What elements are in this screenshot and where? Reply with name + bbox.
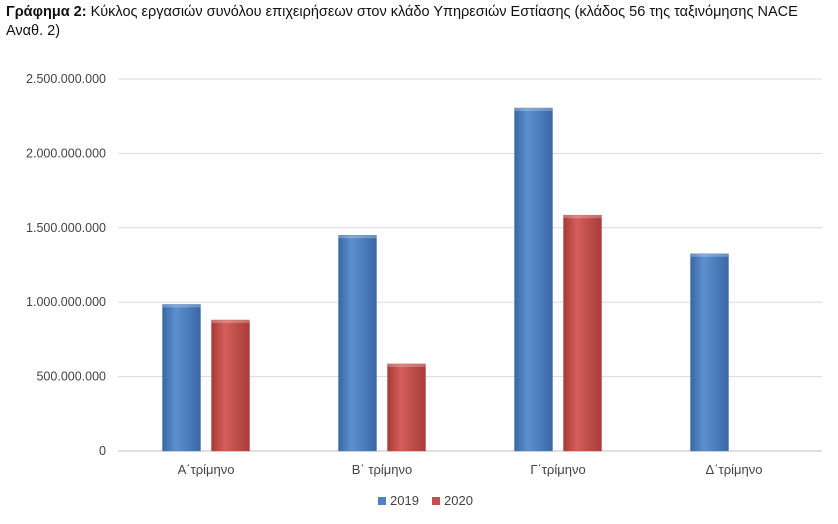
- legend-swatch-2019: [378, 497, 386, 505]
- bar-2020-1: [211, 319, 250, 452]
- y-tick-label: 2.000.000.000: [26, 146, 106, 160]
- caption-label: Γράφημα 2:: [6, 4, 87, 20]
- x-tick-label: Δ΄τρίμηνο: [706, 462, 763, 477]
- bar-top-highlight: [514, 108, 553, 112]
- bar-2019-2: [338, 234, 377, 452]
- bar-2019-4: [690, 253, 729, 452]
- y-tick-label: 1.500.000.000: [26, 221, 106, 235]
- caption-text: Κύκλος εργασιών συνόλου επιχειρήσεων στο…: [6, 4, 798, 39]
- bar-top-highlight: [338, 235, 377, 239]
- bar-top-highlight: [563, 215, 602, 219]
- bar-top-highlight: [211, 320, 250, 324]
- bar-2020-2: [387, 363, 426, 452]
- bar-2019-3: [514, 107, 553, 452]
- legend-label-2020: 2020: [444, 493, 473, 508]
- bar-top-highlight: [162, 304, 201, 308]
- y-tick-label: 500.000.000: [36, 370, 106, 384]
- y-tick-label: 0: [99, 444, 106, 458]
- legend: 2019 2020: [378, 493, 473, 508]
- y-axis: 0 500.000.000 1.000.000.000 1.500.000.000 2.…: [26, 72, 106, 458]
- y-tick-label: 1.000.000.000: [26, 295, 106, 309]
- bar-top-highlight: [690, 253, 729, 257]
- x-axis: Α΄τρίμηνο Β΄ τρίμηνο Γ΄τρίμηνο Δ΄τρίμηνο: [178, 462, 763, 477]
- x-tick-label: Β΄ τρίμηνο: [352, 462, 412, 477]
- x-tick-label: Γ΄τρίμηνο: [530, 462, 585, 477]
- legend-swatch-2020: [432, 497, 440, 505]
- x-tick-label: Α΄τρίμηνο: [178, 462, 235, 477]
- chart-caption: Γράφημα 2: Κύκλος εργασιών συνόλου επιχε…: [6, 3, 832, 41]
- bar-2020-3: [563, 214, 602, 452]
- bars: [162, 107, 729, 452]
- y-tick-label: 2.500.000.000: [26, 72, 106, 86]
- bar-2019-1: [162, 304, 201, 452]
- bar-top-highlight: [387, 363, 426, 367]
- legend-label-2019: 2019: [390, 493, 419, 508]
